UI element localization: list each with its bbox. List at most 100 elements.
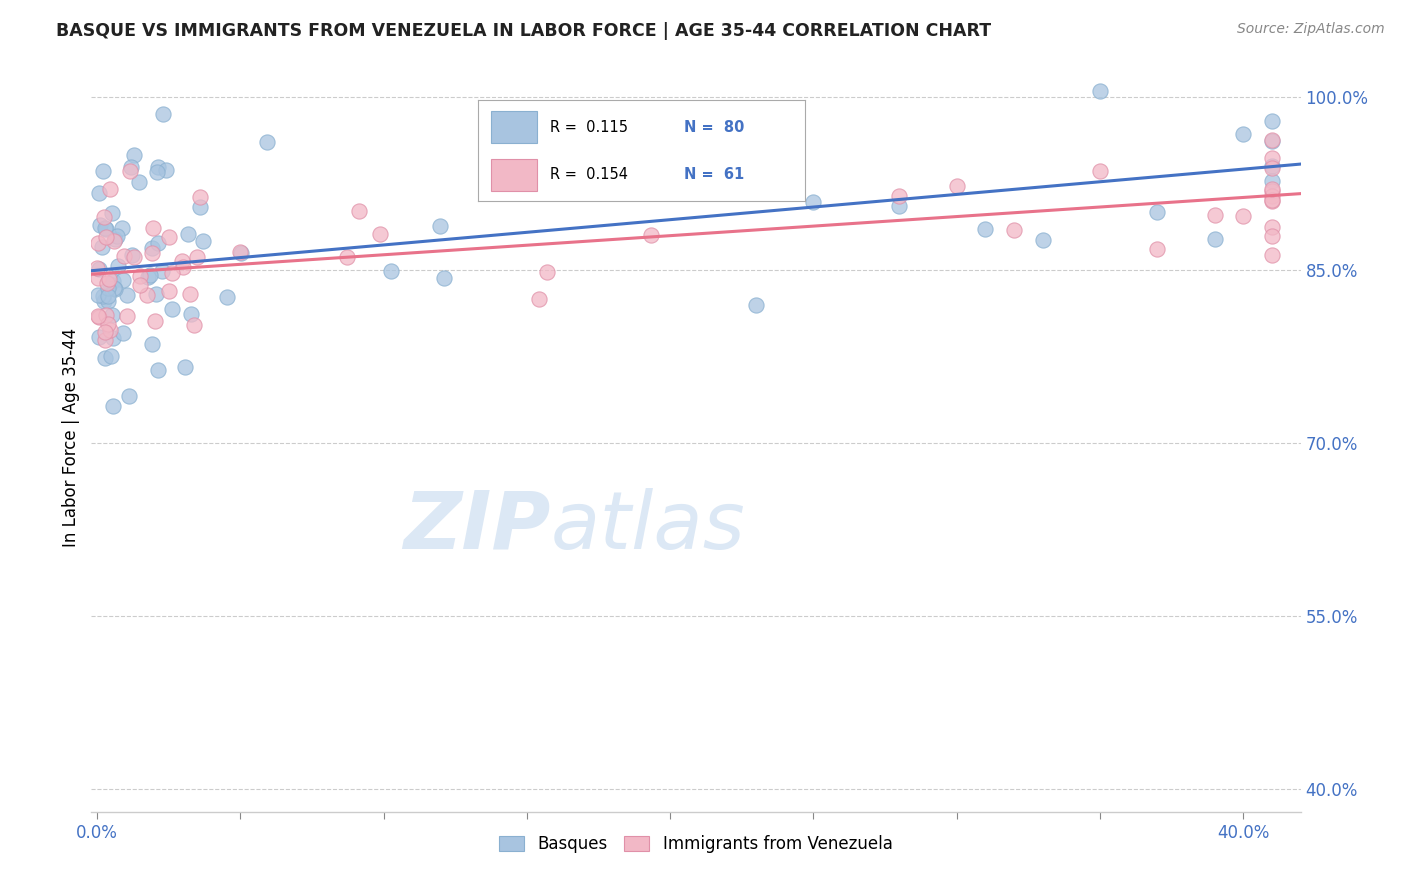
Point <box>101 308 124 322</box>
Point <box>87 235 110 250</box>
Point <box>745 298 768 312</box>
Point <box>349 204 371 219</box>
Text: BASQUE VS IMMIGRANTS FROM VENEZUELA IN LABOR FORCE | AGE 35-44 CORRELATION CHART: BASQUE VS IMMIGRANTS FROM VENEZUELA IN L… <box>56 22 991 40</box>
Point <box>177 227 200 242</box>
Point <box>87 309 110 323</box>
Point <box>1146 205 1168 219</box>
Text: Source: ZipAtlas.com: Source: ZipAtlas.com <box>1237 22 1385 37</box>
Point <box>172 254 194 268</box>
Point <box>1261 248 1284 262</box>
Point <box>86 288 108 302</box>
Point <box>101 399 124 413</box>
Y-axis label: In Labor Force | Age 35-44: In Labor Force | Age 35-44 <box>62 327 80 547</box>
Point <box>172 260 194 275</box>
Point <box>160 301 183 316</box>
Point <box>162 266 184 280</box>
Point <box>256 136 278 150</box>
Point <box>193 234 215 248</box>
Point <box>96 277 118 291</box>
Point <box>87 310 110 325</box>
Point <box>98 322 121 336</box>
Point <box>136 269 159 284</box>
Point <box>112 249 135 263</box>
Point <box>94 309 117 323</box>
Point <box>145 287 167 301</box>
Point <box>150 264 173 278</box>
Point <box>111 326 134 341</box>
Point <box>229 245 252 260</box>
Point <box>145 165 167 179</box>
Point <box>121 248 143 262</box>
Point <box>1204 232 1226 246</box>
Point <box>124 148 146 162</box>
Point <box>93 293 115 308</box>
Point <box>93 325 115 339</box>
Point <box>152 107 174 121</box>
Point <box>118 389 141 403</box>
Point <box>1204 208 1226 222</box>
Point <box>1261 182 1284 196</box>
Point <box>142 221 165 235</box>
Point <box>1232 127 1254 141</box>
Point <box>97 317 120 331</box>
Point <box>103 234 125 248</box>
Point <box>86 261 108 276</box>
Point <box>122 251 145 265</box>
Point <box>98 272 121 286</box>
Point <box>1261 114 1284 128</box>
Point <box>1261 161 1284 175</box>
Point <box>1002 223 1025 237</box>
Point <box>1088 84 1111 98</box>
Point <box>180 307 202 321</box>
Point <box>179 287 201 301</box>
Point <box>141 246 163 260</box>
Point <box>536 265 558 279</box>
Point <box>87 330 110 344</box>
Point <box>1261 194 1284 209</box>
Point <box>104 282 127 296</box>
Point <box>889 198 911 212</box>
Point <box>129 277 152 292</box>
Point <box>1261 189 1284 203</box>
Point <box>91 289 114 303</box>
Point <box>1146 242 1168 256</box>
Point <box>87 261 110 276</box>
Point <box>136 287 159 301</box>
Point <box>974 222 997 236</box>
Point <box>148 363 170 377</box>
Point <box>97 281 120 295</box>
Point <box>111 221 134 235</box>
Point <box>889 189 911 203</box>
Point <box>380 263 402 277</box>
Point <box>640 228 662 243</box>
Point <box>139 268 162 282</box>
Point <box>89 218 111 232</box>
Point <box>335 250 357 264</box>
Point <box>1261 228 1284 243</box>
Point <box>120 160 142 174</box>
Point <box>100 182 122 196</box>
Point <box>145 314 167 328</box>
Point <box>105 229 128 244</box>
Point <box>141 241 163 255</box>
Point <box>659 180 682 194</box>
Point <box>115 287 138 301</box>
Point <box>188 200 211 214</box>
Point <box>157 229 180 244</box>
Point <box>1261 152 1284 166</box>
Text: ZIP: ZIP <box>404 488 551 566</box>
Point <box>1232 209 1254 223</box>
Point <box>1261 133 1284 147</box>
Point <box>188 190 211 204</box>
Point <box>112 273 135 287</box>
Point <box>429 219 451 233</box>
Point <box>128 176 150 190</box>
Point <box>1261 193 1284 207</box>
Point <box>186 250 208 264</box>
Point <box>183 318 205 332</box>
Point <box>529 292 551 306</box>
Point <box>1261 220 1284 235</box>
Legend: Basques, Immigrants from Venezuela: Basques, Immigrants from Venezuela <box>492 829 900 860</box>
Point <box>87 270 110 285</box>
Point <box>146 236 169 251</box>
